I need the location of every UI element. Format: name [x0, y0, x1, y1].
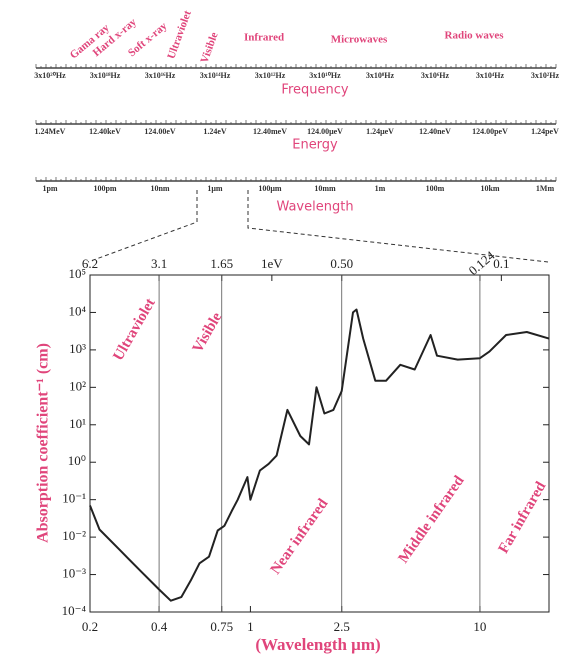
x-tick-label: 1	[247, 619, 254, 634]
wavelength-label: 1Mm	[536, 184, 555, 193]
wavelength-label: 1m	[375, 184, 386, 193]
frequency-label: 3x10⁴Hz	[476, 71, 505, 80]
energy-label: 1.24eV	[203, 127, 227, 136]
band-label: Visible	[198, 31, 220, 65]
wavelength-label: 1μm	[207, 184, 223, 193]
y-tick-label: 10²	[69, 378, 86, 393]
x2-tick-label: 3.1	[151, 256, 167, 271]
region-label: Near infrared	[268, 495, 332, 577]
energy-label: 1.24MeV	[35, 127, 66, 136]
band-label: Ultraviolet	[165, 9, 194, 61]
absorption-curve	[89, 308, 550, 602]
wavelength-label: 100pm	[93, 184, 116, 193]
frequency-label: 3x10²⁰Hz	[34, 71, 66, 80]
y-tick-label: 10⁻³	[62, 566, 86, 581]
wavelength-title: Wavelength	[276, 200, 353, 215]
y-tick-label: 10³	[69, 341, 86, 356]
wavelength-label: 10mm	[314, 184, 336, 193]
x-tick-label: 0.4	[151, 619, 168, 634]
frequency-label: 3x10¹⁰Hz	[309, 71, 341, 80]
frequency-label: 3x10¹²Hz	[255, 71, 286, 80]
wavelength-label: 10km	[480, 184, 499, 193]
x-tick-label: 10	[473, 619, 486, 634]
x-axis-label: (Wavelength μm)	[255, 635, 380, 654]
zoom-line	[87, 190, 198, 263]
y-tick-label: 10⁻⁴	[62, 603, 87, 618]
region-label: Far infrared	[496, 479, 550, 557]
band-label: Microwaves	[331, 34, 388, 46]
region-label: Middle infrared	[396, 473, 468, 567]
y-tick-label: 10⁻²	[62, 528, 86, 543]
wavelength-label: 10nm	[150, 184, 169, 193]
y-tick-label: 10⁻¹	[62, 491, 86, 506]
frequency-title: Frequency	[281, 83, 348, 98]
x2-tick-label: 0.1	[493, 256, 509, 271]
y-tick-label: 10⁰	[68, 453, 86, 468]
x-tick-label: 2.5	[334, 619, 350, 634]
y-tick-label: 10⁵	[68, 266, 86, 281]
frequency-label: 3x10²Hz	[531, 71, 560, 80]
energy-label: 124.00μeV	[307, 127, 343, 136]
frequency-label: 3x10¹⁶Hz	[145, 71, 176, 80]
zoom-line	[247, 190, 549, 263]
y-axis-label: Absorption coefficient⁻¹ (cm)	[35, 343, 52, 543]
energy-label: 1.24μeV	[366, 127, 394, 136]
x2-tick-label: 6.2	[82, 256, 98, 271]
plot-frame	[89, 274, 550, 613]
energy-label: 12.40keV	[89, 127, 121, 136]
region-label: Visible	[190, 310, 226, 356]
frequency-label: 3x10⁸Hz	[366, 71, 395, 80]
energy-label: 1.24peV	[531, 127, 559, 136]
band-label: Radio waves	[445, 30, 505, 42]
y-tick-label: 10⁴	[68, 303, 86, 318]
energy-title: Energy	[292, 138, 338, 153]
energy-label: 12.40meV	[253, 127, 287, 136]
region-label: Ultraviolet	[110, 296, 158, 364]
frequency-label: 3x10⁶Hz	[421, 71, 450, 80]
frequency-label: 3x10¹⁴Hz	[200, 71, 231, 80]
energy-label: 124.00peV	[472, 127, 508, 136]
x2-tick-label: 1eV	[261, 256, 283, 271]
energy-label: 124.00eV	[144, 127, 176, 136]
wavelength-label: 1pm	[42, 184, 57, 193]
x-tick-label: 0.2	[82, 619, 98, 634]
band-label: Infrared	[244, 32, 284, 44]
x2-tick-label: 0.50	[330, 256, 353, 271]
frequency-label: 3x10¹⁸Hz	[90, 71, 121, 80]
x-tick-label: 0.75	[210, 619, 233, 634]
energy-label: 12.40neV	[419, 127, 451, 136]
y-tick-label: 10¹	[69, 416, 86, 431]
x2-tick-label: 1.65	[210, 256, 233, 271]
wavelength-label: 100m	[426, 184, 445, 193]
wavelength-label: 100μm	[258, 184, 282, 193]
